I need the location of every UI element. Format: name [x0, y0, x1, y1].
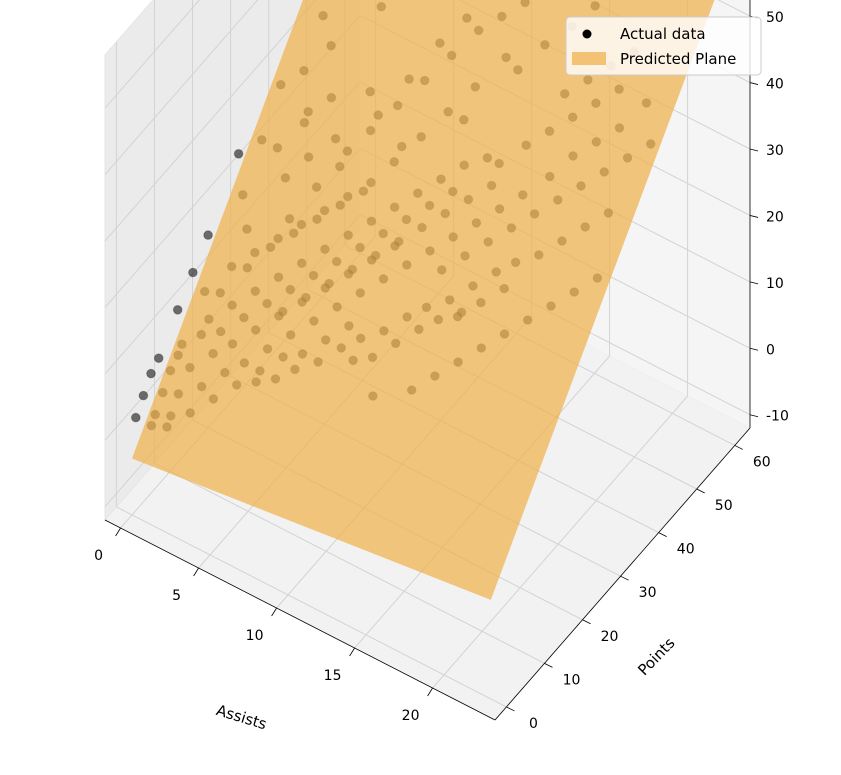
y-tick-mark: [658, 532, 667, 537]
y-tick-mark: [734, 445, 743, 450]
z-tick-mark: [749, 347, 759, 351]
data-point: [131, 412, 141, 423]
y-tick-label: 60: [753, 454, 771, 470]
legend-actual-data-marker: [582, 29, 592, 39]
z-tick-label: 30: [766, 143, 784, 159]
z-tick-label: 10: [766, 276, 784, 292]
y-tick-mark: [620, 575, 629, 581]
x-tick-label: 10: [246, 628, 264, 644]
z-tick-label: -10: [766, 409, 789, 425]
y-tick-label: 20: [601, 629, 619, 645]
data-point: [172, 305, 183, 315]
data-point: [138, 390, 149, 401]
x-tick-mark: [115, 527, 121, 537]
y-axis-line: [494, 427, 751, 721]
z-tick-label: 0: [766, 342, 775, 358]
x-tick-mark: [349, 647, 355, 657]
z-tick-label: 20: [766, 209, 784, 225]
z-tick-label: 40: [766, 77, 784, 93]
y-grid-line-floor: [116, 506, 507, 708]
z-tick-mark: [749, 215, 759, 218]
x-tick-mark: [427, 687, 433, 697]
legend-predicted-plane-label: Predicted Plane: [620, 50, 736, 68]
data-point: [203, 230, 213, 240]
x-grid-line-floor: [432, 395, 688, 689]
tick-marks-and-labels: 0 5 10 15 20 0 10 20 30 40 50 60 -10 0 10 20 30 40 50: [94, 10, 789, 732]
x-tick-label: 5: [172, 588, 181, 604]
x-tick-label: 15: [324, 668, 342, 684]
x-tick-mark: [193, 567, 199, 577]
y-tick-mark: [506, 706, 515, 712]
y-grid-line-floor: [154, 462, 545, 664]
y-tick-mark: [544, 662, 553, 668]
legend-actual-data-label: Actual data: [620, 25, 706, 43]
data-point: [153, 353, 164, 364]
y-tick-label: 50: [715, 498, 733, 514]
z-tick-mark: [749, 82, 759, 85]
z-tick-mark: [749, 148, 759, 152]
z-grid-line-left: [104, 0, 201, 109]
y-tick-label: 10: [563, 672, 581, 688]
legend-predicted-plane-swatch: [572, 52, 606, 65]
data-point: [188, 267, 198, 278]
y-tick-mark: [582, 619, 591, 625]
legend: Actual data Predicted Plane: [565, 16, 762, 76]
legend-frame: [565, 16, 762, 76]
y-tick-label: 0: [529, 716, 538, 732]
z-grid-line-left: [104, 0, 317, 242]
x-axis-title: Assists: [214, 701, 269, 733]
y-axis-title: Points: [634, 634, 678, 679]
data-point: [146, 368, 156, 379]
y-tick-mark: [696, 488, 705, 494]
x-axis-line: [104, 519, 496, 721]
x-tick-label: 20: [402, 708, 420, 724]
data-marks: [131, 0, 715, 600]
data-point: [233, 149, 244, 159]
z-tick-label: 50: [766, 10, 784, 26]
z-tick-mark: [749, 281, 759, 285]
x-tick-mark: [271, 607, 277, 617]
y-tick-label: 40: [677, 542, 695, 558]
z-tick-mark: [749, 414, 759, 418]
x-tick-label: 0: [94, 548, 103, 564]
y-tick-label: 30: [639, 585, 657, 601]
predicted-plane-surface: [132, 0, 715, 600]
z-grid-line-left: [104, 0, 259, 175]
